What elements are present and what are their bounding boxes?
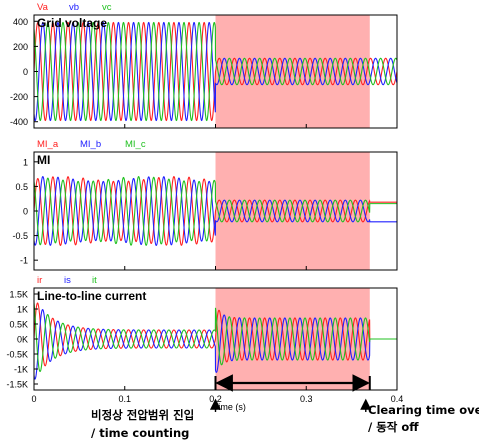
panel-title: MI	[37, 153, 50, 167]
x-tick-label: 0.4	[391, 394, 404, 404]
x-tick-label: 0.3	[300, 394, 313, 404]
legend-entry: vc	[102, 2, 112, 13]
legend-entry: MI_a	[37, 139, 59, 150]
y-tick-label: 1	[23, 157, 28, 167]
clear-annotation-line2: / 동작 off	[368, 420, 419, 434]
x-tick-label: 0	[31, 394, 36, 404]
y-tick-label: -1.5K	[6, 380, 28, 390]
y-tick-label: 400	[13, 17, 28, 27]
panel-3: 1.5K 1K 0.5K 0K -0.5K -1K -1.5K Line-to-line cu…	[6, 275, 398, 391]
legend-entry: Va	[37, 2, 49, 13]
y-tick-label: -1K	[14, 365, 28, 375]
entry-annotation-line2: / time counting	[91, 426, 189, 440]
series-Va	[34, 21, 397, 122]
legend-entry: it	[92, 275, 97, 286]
legend-entry: vb	[69, 2, 79, 13]
series-MI_b	[34, 176, 397, 246]
y-tick-label: -0.5	[12, 231, 28, 241]
series-ir	[34, 302, 397, 367]
y-tick-label: 200	[13, 42, 28, 52]
y-tick-label: -1	[20, 256, 28, 266]
series-MI_a	[34, 176, 397, 246]
y-tick-label: -200	[10, 92, 28, 102]
y-tick-label: 0.5K	[9, 320, 28, 330]
clear-annotation-line1: Clearing time over	[368, 403, 479, 417]
panel-1: 400 200 0 -200 -400 Grid voltage Va vb vc	[10, 2, 398, 129]
annotations: 비정상 전압범위 진입 / time counting Clearing tim…	[91, 374, 479, 440]
series-vc	[34, 21, 397, 122]
y-tick-label: 0	[23, 67, 28, 77]
y-tick-label: -0.5K	[6, 350, 28, 360]
y-tick-label: 0	[23, 207, 28, 217]
x-axis-label: Time (s)	[213, 402, 246, 412]
series-vb	[34, 21, 397, 122]
legend-entry: MI_c	[125, 139, 146, 150]
x-tick-label: 0.1	[118, 394, 131, 404]
legend-entry: is	[64, 275, 71, 286]
y-tick-label: 0K	[17, 335, 28, 345]
legend-entry: MI_b	[80, 139, 101, 150]
entry-annotation-line1: 비정상 전압범위 진입	[91, 408, 194, 422]
series-MI_c	[34, 176, 397, 246]
y-tick-label: 1K	[17, 305, 28, 315]
panel-2: 1 0.5 0 -0.5 -1 MI MI_a MI_b MI_c	[12, 139, 398, 271]
y-tick-label: 1.5K	[9, 290, 28, 300]
y-tick-label: -400	[10, 117, 28, 127]
y-tick-label: 0.5	[15, 182, 28, 192]
legend-entry: ir	[37, 275, 42, 286]
panel-title: Line-to-line current	[37, 289, 146, 303]
series-is	[34, 308, 397, 380]
series-it	[34, 302, 397, 373]
panel-title: Grid voltage	[37, 16, 107, 30]
